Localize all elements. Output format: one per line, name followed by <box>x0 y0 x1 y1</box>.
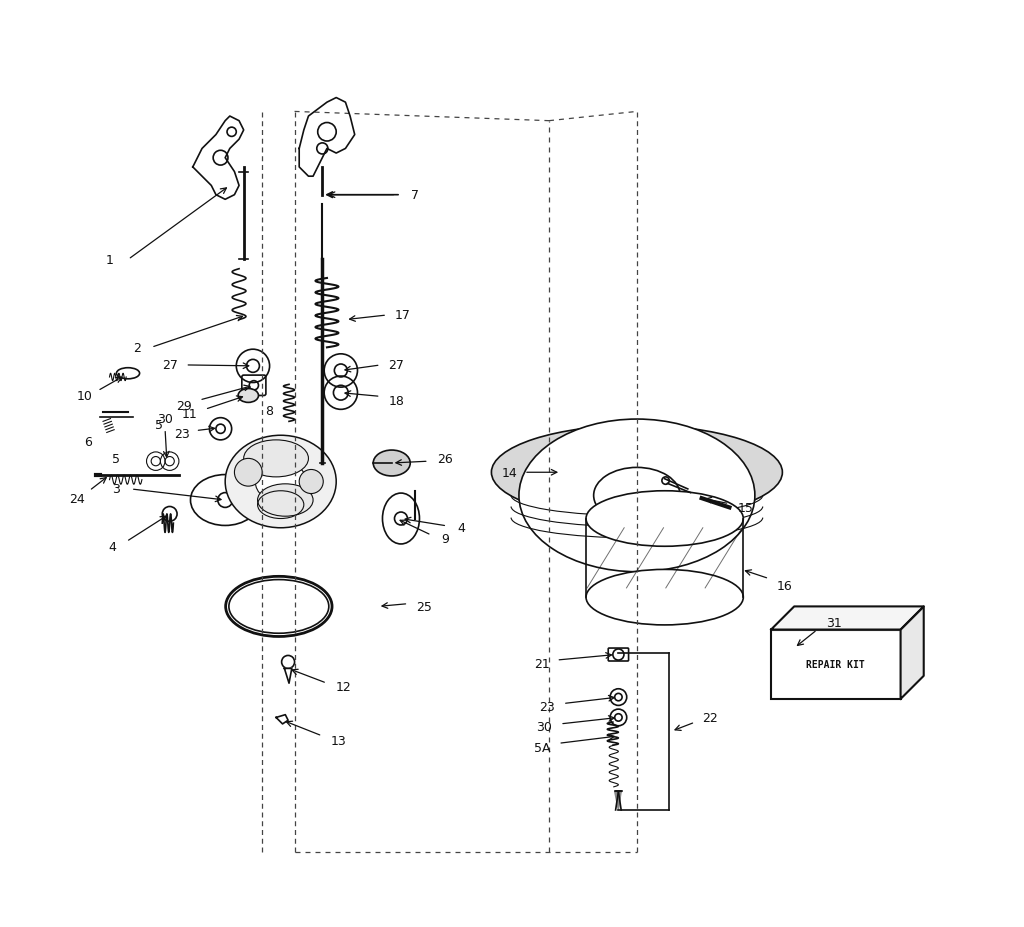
Text: 16: 16 <box>777 579 793 592</box>
Text: 3: 3 <box>112 483 120 496</box>
Text: 14: 14 <box>502 466 517 479</box>
Ellipse shape <box>190 475 260 526</box>
Text: 23: 23 <box>540 700 555 713</box>
Ellipse shape <box>558 422 716 524</box>
Text: 26: 26 <box>437 452 454 465</box>
Polygon shape <box>771 607 924 629</box>
Ellipse shape <box>255 462 306 502</box>
Text: 10: 10 <box>77 389 92 402</box>
Ellipse shape <box>519 420 755 572</box>
Text: 2: 2 <box>133 341 141 354</box>
Text: 6: 6 <box>84 436 92 449</box>
Text: 30: 30 <box>537 720 552 733</box>
Ellipse shape <box>558 445 716 547</box>
Text: 4: 4 <box>457 522 465 535</box>
Text: 22: 22 <box>702 711 718 724</box>
Text: 5: 5 <box>112 452 120 465</box>
Text: 18: 18 <box>388 394 404 407</box>
Ellipse shape <box>586 570 743 625</box>
Ellipse shape <box>117 368 139 379</box>
Text: 9: 9 <box>441 533 450 546</box>
Text: 17: 17 <box>395 309 411 322</box>
Ellipse shape <box>225 436 336 528</box>
Text: 25: 25 <box>416 601 432 614</box>
Polygon shape <box>193 117 244 200</box>
Ellipse shape <box>586 491 743 547</box>
Ellipse shape <box>244 440 308 477</box>
Ellipse shape <box>492 425 782 520</box>
Polygon shape <box>299 98 354 177</box>
Text: 4: 4 <box>109 540 117 553</box>
Text: 30: 30 <box>157 413 173 425</box>
Ellipse shape <box>594 468 680 524</box>
Text: 31: 31 <box>826 616 842 629</box>
Circle shape <box>299 470 324 494</box>
Text: 11: 11 <box>182 408 198 421</box>
Ellipse shape <box>373 451 411 476</box>
Text: 21: 21 <box>534 657 550 670</box>
Text: 27: 27 <box>162 358 177 371</box>
Ellipse shape <box>258 484 313 516</box>
Text: 13: 13 <box>331 734 347 747</box>
Text: 15: 15 <box>737 502 753 514</box>
Polygon shape <box>900 607 924 699</box>
Ellipse shape <box>383 493 420 544</box>
Text: 12: 12 <box>336 680 351 693</box>
Polygon shape <box>285 668 292 683</box>
Polygon shape <box>614 792 623 810</box>
Circle shape <box>234 459 262 487</box>
FancyBboxPatch shape <box>771 629 900 699</box>
Ellipse shape <box>239 389 258 403</box>
Text: 23: 23 <box>174 427 189 440</box>
Text: 24: 24 <box>70 492 85 505</box>
Circle shape <box>218 493 232 508</box>
Polygon shape <box>276 715 288 724</box>
Text: 5: 5 <box>155 418 163 431</box>
Text: 1: 1 <box>105 254 114 267</box>
Text: REPAIR KIT: REPAIR KIT <box>807 659 865 669</box>
Text: 27: 27 <box>388 358 404 371</box>
Text: 7: 7 <box>411 189 419 202</box>
Ellipse shape <box>695 495 702 501</box>
Text: 5A: 5A <box>535 741 551 754</box>
Text: 8: 8 <box>264 404 272 417</box>
Text: 29: 29 <box>176 400 191 413</box>
